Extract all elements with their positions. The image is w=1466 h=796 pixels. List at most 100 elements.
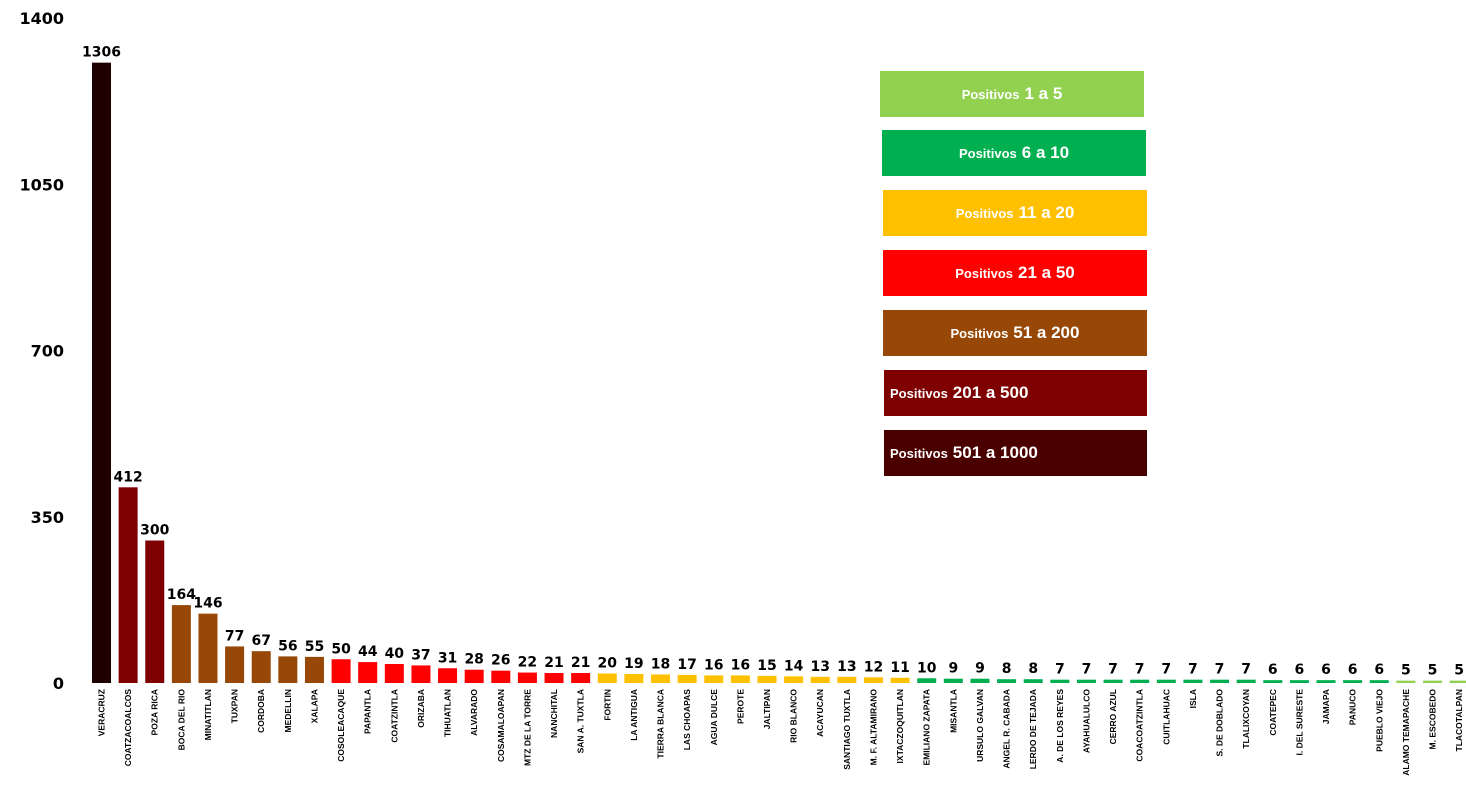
data-label: 55	[305, 639, 324, 655]
data-label: 11	[890, 660, 909, 676]
x-tick-label: URSULO GALVAN	[975, 689, 985, 762]
legend-item-6-10: Positivos 6 a 10	[882, 130, 1146, 176]
x-tick-label: COACOATZINTLA	[1135, 689, 1145, 762]
bar	[784, 676, 804, 683]
legend-item-21-50: Positivos 21 a 50	[883, 250, 1147, 296]
x-tick-label: MTZ DE LA TORRE	[522, 689, 532, 766]
x-tick-label: COATZACOALCOS	[123, 689, 133, 767]
y-tick-label: 1400	[19, 9, 64, 28]
bar	[1449, 680, 1466, 683]
data-label: 16	[704, 657, 723, 673]
x-tick-label: TUXPAN	[230, 689, 240, 723]
x-tick-label: PEROTE	[735, 689, 745, 724]
bar	[624, 673, 644, 683]
data-label: 6	[1295, 662, 1305, 678]
bar	[597, 673, 617, 683]
bar	[1396, 680, 1416, 683]
legend-item-51-200: Positivos 51 a 200	[883, 310, 1147, 356]
bar	[225, 646, 245, 683]
data-label: 7	[1188, 662, 1198, 678]
data-label: 146	[193, 596, 222, 612]
data-label: 31	[438, 650, 457, 666]
x-tick-label: XALAPA	[309, 689, 319, 723]
bar	[278, 656, 298, 683]
bar	[331, 659, 351, 683]
x-tick-label: I. DEL SURESTE	[1294, 689, 1304, 756]
x-tick-label: AYAHUALULCO	[1081, 689, 1091, 753]
bar	[358, 662, 378, 683]
bar	[1076, 679, 1096, 683]
data-label: 13	[837, 659, 856, 675]
legend-range: 6 a 10	[1021, 143, 1070, 162]
legend-prefix: Positivos	[961, 86, 1020, 102]
data-label: 6	[1348, 662, 1358, 678]
x-tick-label: ORIZABA	[416, 689, 426, 728]
data-label: 9	[975, 661, 985, 677]
legend-prefix: Positivos	[890, 445, 948, 461]
data-label: 16	[731, 657, 750, 673]
bar	[384, 664, 404, 683]
x-tick-label: CERRO AZUL	[1108, 689, 1118, 744]
x-tick-label: S. DE DOBLADO	[1215, 689, 1225, 757]
x-tick-label: PUEBLO VIEJO	[1374, 689, 1384, 752]
x-tick-label: SANTIAGO TUXTLA	[842, 689, 852, 770]
data-label: 300	[140, 523, 169, 539]
x-tick-label: VERACRUZ	[97, 689, 107, 736]
x-tick-label: A. DE LOS REYES	[1055, 689, 1065, 763]
x-tick-label: TLACOTALPAN	[1454, 689, 1464, 751]
bar	[1183, 679, 1203, 683]
data-label: 17	[677, 657, 696, 673]
bar	[1343, 680, 1363, 683]
bar	[438, 668, 458, 683]
data-label: 14	[784, 658, 804, 674]
x-tick-label: MINATITLAN	[203, 689, 213, 740]
legend-prefix: Positivos	[955, 205, 1014, 221]
x-tick-label: RIO BLANCO	[789, 689, 799, 743]
legend-range: 201 a 500	[952, 383, 1029, 402]
y-tick-label: 700	[31, 342, 64, 361]
x-tick-label: ALAMO TEMAPACHE	[1401, 689, 1411, 776]
data-label: 28	[464, 652, 483, 668]
bar	[917, 678, 937, 683]
bar	[1236, 679, 1256, 683]
bar	[571, 673, 591, 683]
data-label: 77	[225, 628, 244, 644]
bar	[304, 656, 324, 683]
data-label: 15	[757, 658, 776, 674]
legend-range: 501 a 1000	[952, 443, 1038, 462]
data-label: 18	[651, 656, 670, 672]
x-tick-label: CORDOBA	[256, 689, 266, 733]
x-tick-label: M. F. ALTAMIRANO	[868, 689, 878, 766]
data-label: 6	[1268, 662, 1278, 678]
data-label: 44	[358, 644, 378, 660]
data-label: 21	[544, 655, 563, 671]
bar	[651, 674, 671, 683]
data-label: 164	[167, 587, 196, 603]
x-tick-label: MISANTLA	[948, 689, 958, 733]
x-tick-label: COSOLEACAQUE	[336, 689, 346, 762]
data-label: 50	[331, 641, 351, 657]
data-label: 8	[1002, 661, 1012, 677]
legend-item-1-5: Positivos 1 a 5	[880, 71, 1144, 117]
data-label: 7	[1108, 662, 1118, 678]
x-tick-label: FORTIN	[602, 689, 612, 721]
bar	[1156, 679, 1176, 683]
data-label: 6	[1374, 662, 1384, 678]
bar	[411, 665, 431, 683]
bar	[1316, 680, 1336, 683]
x-tick-label: EMILIANO ZAPATA	[922, 689, 932, 766]
x-tick-label: TIHUATLAN	[443, 689, 453, 737]
bar	[1103, 679, 1123, 683]
data-label: 6	[1321, 662, 1331, 678]
x-tick-label: IXTACZOQUITLAN	[895, 689, 905, 763]
x-tick-label: AGUA DULCE	[709, 689, 719, 746]
x-tick-label: JALTIPAN	[762, 689, 772, 729]
x-tick-label: CUITLAHUAC	[1161, 689, 1171, 745]
bar	[997, 679, 1017, 683]
bar	[171, 605, 191, 683]
bar	[890, 677, 910, 683]
y-tick-label: 1050	[19, 175, 64, 194]
bar	[544, 673, 564, 683]
bar	[517, 672, 537, 683]
bar	[92, 62, 111, 683]
